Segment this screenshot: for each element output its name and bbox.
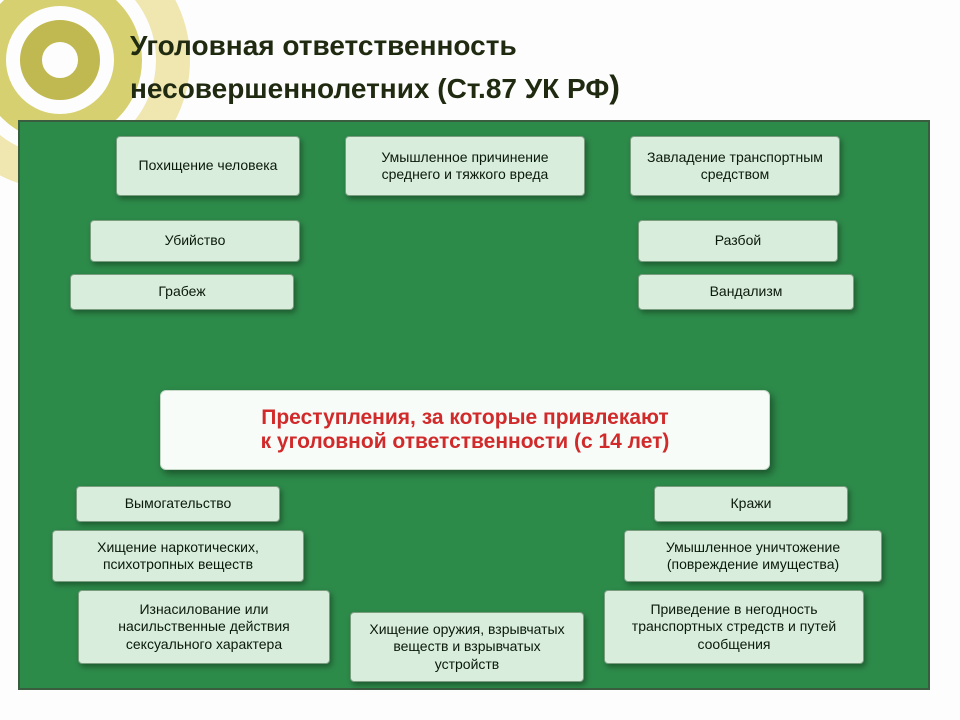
- n-kidnap: Похищение человека: [116, 136, 300, 196]
- n-narco: Хищение наркотических, психотропных веще…: [52, 530, 304, 582]
- n-theft: Кражи: [654, 486, 848, 522]
- slide-root: Уголовная ответственность несовершенноле…: [0, 0, 960, 720]
- n-harm: Умышленное причинение среднего и тяжкого…: [345, 136, 585, 196]
- center-line2: к уголовной ответственности (с 14 лет): [261, 430, 670, 453]
- n-robbery: Разбой: [638, 220, 838, 262]
- page-title: Уголовная ответственность несовершенноле…: [130, 26, 900, 110]
- n-rape: Изнасилование или насильственные действи…: [78, 590, 330, 664]
- title-line1: Уголовная ответственность: [130, 30, 517, 61]
- n-grabezh: Грабеж: [70, 274, 294, 310]
- n-murder: Убийство: [90, 220, 300, 262]
- title-close-paren: ): [609, 69, 620, 105]
- title-line2: несовершеннолетних (Ст.87 УК РФ: [130, 73, 609, 104]
- ring-inner: [20, 20, 100, 100]
- center-node: Преступления, за которые привлекают к уг…: [160, 390, 770, 470]
- center-line1: Преступления, за которые привлекают: [261, 406, 668, 429]
- n-extort: Вымогательство: [76, 486, 280, 522]
- n-vandal: Вандализм: [638, 274, 854, 310]
- diagram-panel: Преступления, за которые привлекают к уг…: [18, 120, 930, 690]
- n-destroy: Умышленное уничтожение (повреждение имущ…: [624, 530, 882, 582]
- n-weapons: Хищение оружия, взрывчатых веществ и взр…: [350, 612, 584, 682]
- n-vehicle: Завладение транспортным средством: [630, 136, 840, 196]
- n-transport: Приведение в негодность транспортных стр…: [604, 590, 864, 664]
